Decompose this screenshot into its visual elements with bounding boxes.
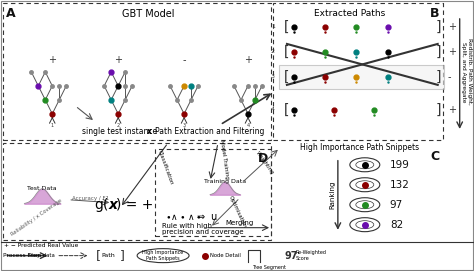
Text: Model Training: Model Training [219, 140, 229, 180]
Text: Rule with high: Rule with high [162, 223, 212, 229]
Text: GBT Model: GBT Model [122, 9, 174, 19]
Text: Redistrib. Path Weight,
Split, and Aggregate: Redistrib. Path Weight, Split, and Aggre… [461, 38, 472, 105]
Text: 3: 3 [182, 123, 186, 128]
Text: Path Extraction and Filtering: Path Extraction and Filtering [155, 127, 264, 136]
Text: [: [ [282, 70, 290, 84]
Text: High Importance Path Snippets: High Importance Path Snippets [300, 143, 419, 152]
Text: Optimisation: Optimisation [228, 195, 247, 229]
Text: -: - [182, 55, 186, 65]
Text: Reliability / x Coverage: Reliability / x Coverage [10, 198, 63, 237]
Text: + − Predicted Real Value: + − Predicted Real Value [4, 243, 79, 248]
Text: Extracted Paths: Extracted Paths [314, 9, 385, 18]
Text: Tree Segment: Tree Segment [252, 264, 286, 270]
Text: B: B [430, 7, 440, 20]
Text: ]: ] [434, 45, 443, 59]
Text: Re-Weighted
Score: Re-Weighted Score [296, 250, 327, 261]
Text: 97: 97 [285, 251, 299, 261]
Text: Training Data: Training Data [204, 179, 246, 184]
Text: ]: ] [434, 103, 443, 117]
Text: [: [ [282, 20, 290, 34]
Text: Path: Path [101, 253, 115, 258]
Text: 97: 97 [390, 200, 403, 210]
Text: 2: 2 [117, 123, 120, 128]
Text: Merging: Merging [226, 220, 254, 226]
Text: ) = +: ) = + [116, 198, 154, 212]
Text: +: + [114, 55, 122, 65]
Text: A: A [6, 7, 16, 20]
Text: Ranking: Ranking [330, 180, 336, 209]
Text: 1: 1 [271, 24, 275, 30]
Text: 199: 199 [390, 160, 410, 170]
Text: +: + [448, 22, 456, 32]
Text: ]: ] [120, 249, 125, 262]
Text: High Importance
Path Snippets: High Importance Path Snippets [143, 250, 184, 261]
Text: $\Rightarrow$ u: $\Rightarrow$ u [195, 212, 218, 222]
Text: x: x [108, 198, 117, 212]
Text: single test instance: single test instance [82, 127, 160, 136]
Text: 4: 4 [246, 123, 249, 128]
Text: [: [ [282, 45, 290, 59]
Text: +: + [48, 55, 56, 65]
Text: Weighting: Weighting [255, 150, 275, 176]
Text: D: D [258, 152, 268, 165]
Text: +: + [244, 55, 252, 65]
Text: x: x [147, 127, 152, 136]
Text: 2: 2 [271, 49, 275, 54]
Text: 1: 1 [51, 123, 54, 128]
Text: Accuracy / F1: Accuracy / F1 [72, 196, 109, 201]
Text: -: - [448, 72, 451, 82]
Text: 132: 132 [390, 180, 410, 190]
Text: g(: g( [94, 198, 108, 212]
Text: ]: ] [434, 20, 443, 34]
Text: Process Step: Process Step [3, 253, 41, 258]
Text: C: C [430, 150, 440, 163]
Text: +: + [448, 105, 456, 115]
Text: 4: 4 [271, 107, 275, 112]
Text: ]: ] [434, 70, 443, 84]
Text: 82: 82 [390, 220, 403, 230]
Text: $\bullet\!\wedge\!\bullet\!\wedge\!\bullet$: $\bullet\!\wedge\!\bullet\!\wedge\!\bull… [165, 212, 202, 222]
Text: [: [ [96, 249, 101, 262]
Text: [: [ [282, 103, 290, 117]
Text: From data: From data [27, 253, 54, 258]
Text: Classification: Classification [157, 150, 174, 186]
FancyBboxPatch shape [279, 65, 444, 89]
Text: Node Detail: Node Detail [210, 253, 241, 258]
Text: 3: 3 [271, 75, 275, 79]
Text: Test Data: Test Data [27, 186, 57, 191]
Text: precision and coverage: precision and coverage [162, 229, 244, 235]
Text: +: + [448, 47, 456, 57]
